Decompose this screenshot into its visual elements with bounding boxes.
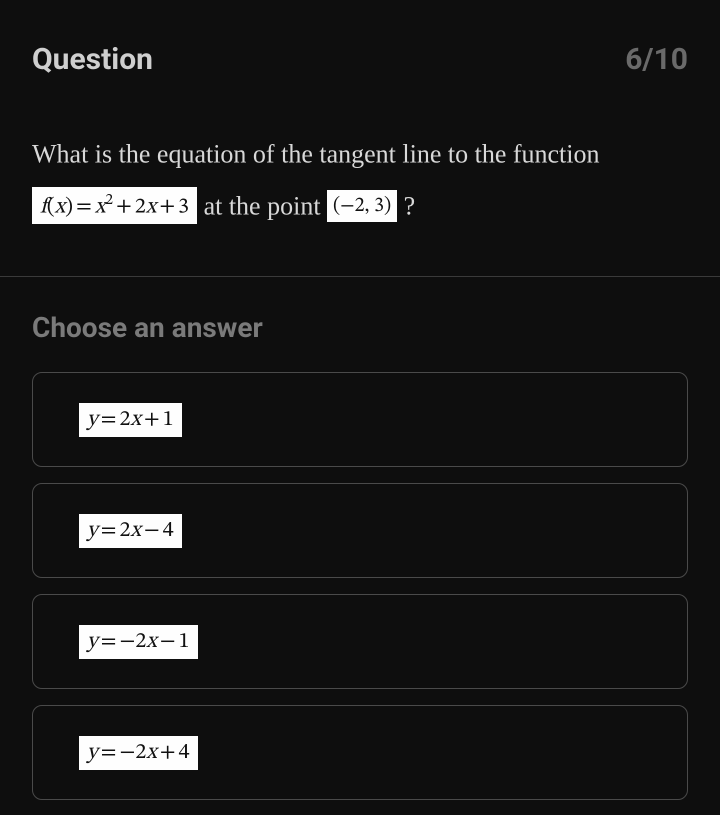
func-name: f	[40, 196, 47, 218]
rhs-var2: x	[146, 196, 157, 218]
func-arg: x	[55, 196, 66, 218]
point-expression: (−2, 3)	[327, 190, 397, 222]
answer-option-2[interactable]: y=2x−4	[32, 483, 688, 578]
answer-option-1[interactable]: y=2x+1	[32, 372, 688, 467]
answer-4-expression: y=−2x+4	[79, 736, 198, 770]
point-y: 3	[374, 196, 384, 216]
answer-2-expression: y=2x−4	[79, 514, 182, 548]
rhs-op2: +	[156, 196, 178, 218]
rhs-const: 3	[178, 196, 189, 218]
choose-answer-label: Choose an answer	[32, 311, 688, 344]
question-header: Question 6/10	[0, 0, 720, 77]
point-x: −2	[340, 196, 364, 216]
rhs-var1: x	[95, 196, 106, 218]
answer-option-4[interactable]: y=−2x+4	[32, 705, 688, 800]
question-post-text: ?	[404, 191, 416, 220]
answer-1-expression: y=2x+1	[79, 403, 182, 437]
answers-section: Choose an answer y=2x+1 y=2x−4 y=−2x−1 y…	[0, 277, 720, 800]
answer-3-expression: y=−2x−1	[79, 625, 198, 659]
question-progress: 6/10	[625, 42, 688, 77]
rhs-exp: 2	[105, 192, 113, 208]
question-text: What is the equation of the tangent line…	[0, 77, 720, 276]
rhs-op1: +	[113, 196, 135, 218]
question-label: Question	[32, 42, 153, 77]
rhs-coef: 2	[135, 196, 146, 218]
answer-option-3[interactable]: y=−2x−1	[32, 594, 688, 689]
question-pre-text: What is the equation of the tangent line…	[32, 139, 600, 168]
function-expression: f(x)=x2+2x+3	[32, 187, 197, 224]
question-mid-text: at the point	[204, 191, 327, 220]
eq-op: =	[73, 196, 95, 218]
